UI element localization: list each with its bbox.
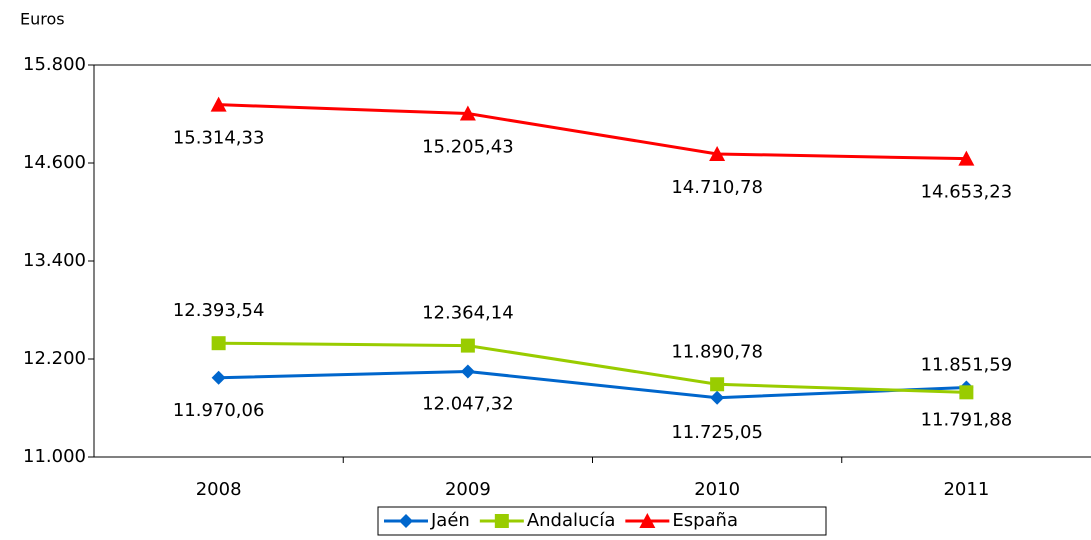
legend-label: Jaén	[430, 510, 470, 531]
marker	[959, 385, 974, 400]
data-label: 12.047,32	[422, 393, 514, 414]
data-label: 11.851,59	[921, 354, 1013, 375]
marker	[709, 145, 726, 161]
marker	[211, 336, 226, 351]
marker	[210, 96, 227, 112]
x-tick-label: 2010	[694, 479, 740, 500]
marker	[639, 513, 656, 528]
marker	[710, 390, 725, 405]
marker	[958, 150, 975, 166]
data-label: 15.205,43	[422, 137, 514, 158]
y-axis-label: Euros	[20, 10, 65, 29]
y-tick-label: 15.800	[23, 54, 86, 75]
data-label: 11.725,05	[671, 422, 763, 443]
y-tick-label: 14.600	[23, 152, 86, 173]
legend-label: Andalucía	[527, 510, 616, 531]
x-tick-label: 2009	[445, 479, 491, 500]
y-tick-label: 13.400	[23, 250, 86, 271]
marker	[211, 370, 226, 385]
legend-box	[377, 506, 827, 536]
marker	[399, 514, 413, 528]
data-label: 14.653,23	[921, 182, 1013, 203]
series-line	[218, 369, 967, 400]
data-label: 14.710,78	[671, 177, 763, 198]
marker	[710, 377, 725, 392]
y-tick-label: 12.200	[23, 348, 86, 369]
x-tick-label: 2011	[943, 479, 989, 500]
data-label: 11.890,78	[671, 341, 763, 362]
marker	[460, 338, 475, 353]
marker	[459, 105, 476, 121]
marker	[494, 514, 509, 528]
y-tick-label: 11.000	[23, 446, 86, 467]
data-label: 12.393,54	[173, 300, 265, 321]
data-label: 11.970,06	[173, 400, 265, 421]
data-label: 12.364,14	[422, 303, 514, 324]
series-line	[218, 103, 967, 161]
x-tick-label: 2008	[196, 479, 242, 500]
legend-label: España	[672, 510, 738, 531]
data-label: 11.791,88	[921, 409, 1013, 430]
series-line	[218, 341, 967, 394]
data-label: 15.314,33	[173, 128, 265, 149]
marker	[460, 364, 475, 379]
